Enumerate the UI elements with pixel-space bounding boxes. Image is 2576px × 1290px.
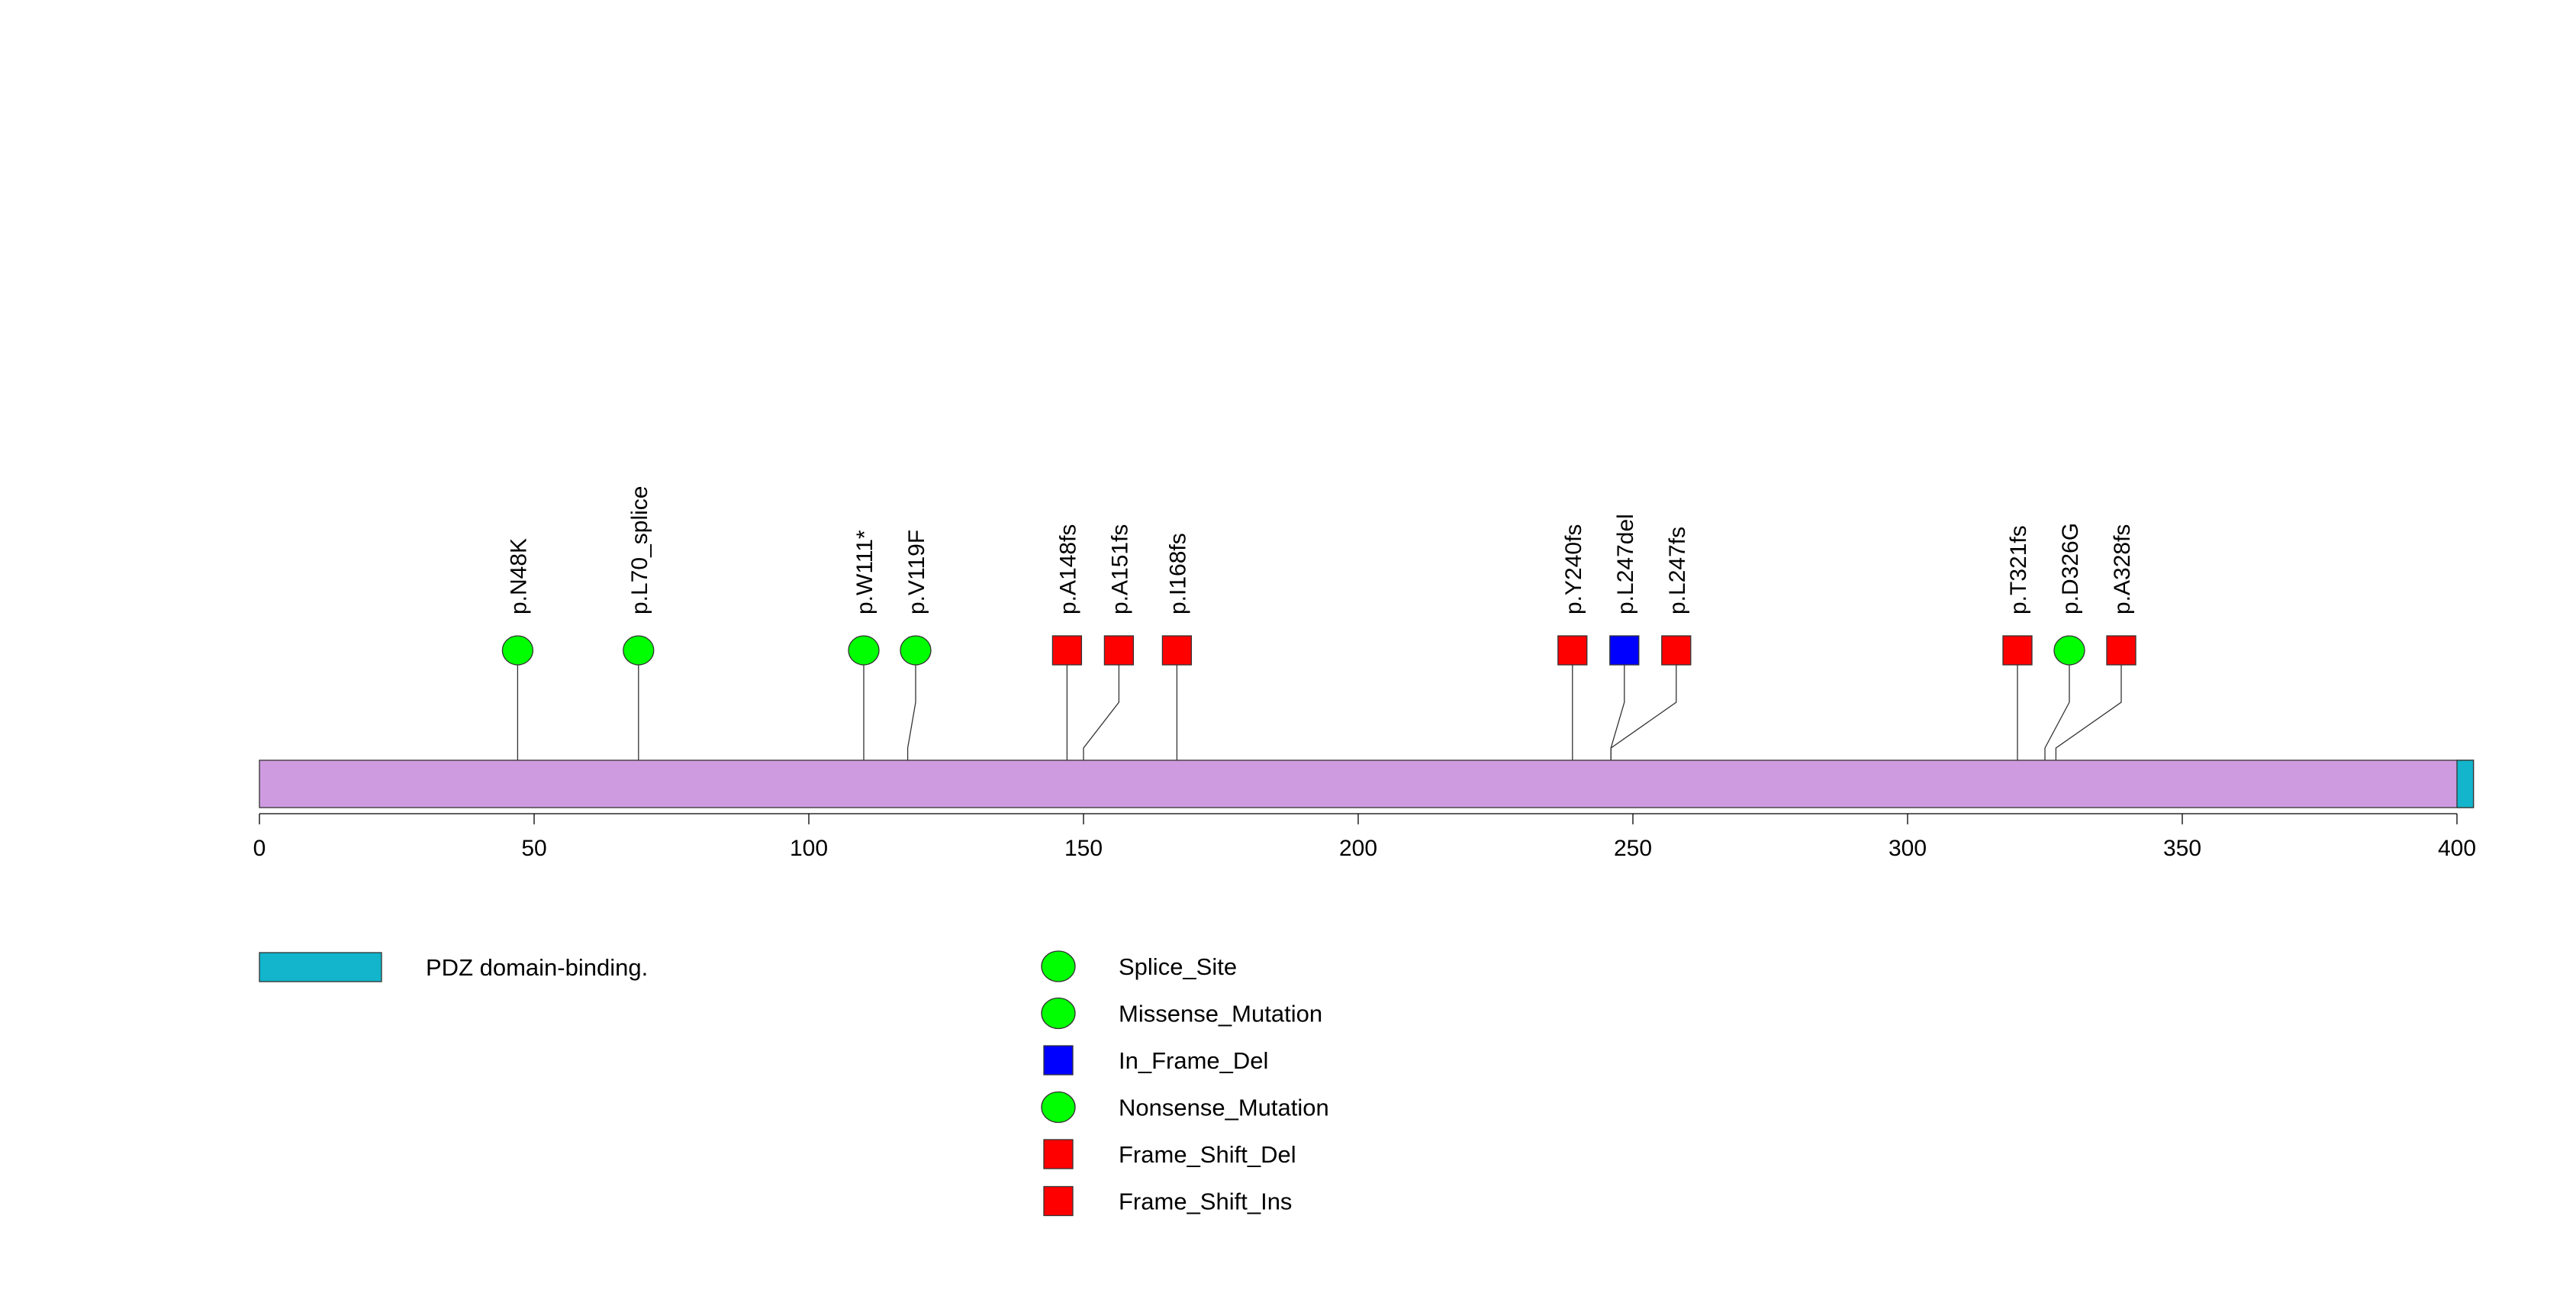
mutation-stem: [906, 650, 916, 760]
mutation-marker-square: [1661, 635, 1692, 666]
mutation-label: p.I168fs: [1165, 533, 1190, 614]
tick-label: 150: [1064, 836, 1103, 861]
legend-type-label: Splice_Site: [1119, 953, 1237, 980]
mutation-type-legend: Splice_Site Missense_Mutation In_Frame_Del…: [1041, 950, 1329, 1217]
mutation-label: p.Y240fs: [1561, 524, 1586, 614]
domain-0: [2456, 759, 2475, 808]
mutation-labels: p.N48K p.L70_splice p.W111* p.V119F p.A148fs…: [506, 486, 2135, 614]
mutation-marker-square: [1161, 635, 1193, 666]
tick-label: 400: [2438, 836, 2476, 861]
mutation-marker-square: [1103, 635, 1135, 666]
tick-label: 0: [253, 836, 266, 861]
mutation-marker-square: [1609, 635, 1640, 666]
legend-swatch-circle: [1041, 950, 1076, 982]
mutation-marker-circle: [900, 635, 932, 666]
legend-swatch-circle: [1041, 1091, 1076, 1124]
tick-label: 250: [1614, 836, 1652, 861]
mutation-label: p.A148fs: [1055, 524, 1080, 614]
mutation-marker-circle: [501, 635, 534, 666]
mutation-marker-square: [1557, 635, 1588, 666]
domain-legend: PDZ domain-binding.: [259, 952, 648, 982]
mutation-label: p.A328fs: [2110, 524, 2135, 614]
mutation-label: p.N48K: [506, 538, 531, 614]
legend-type-label: Frame_Shift_Del: [1119, 1141, 1296, 1168]
legend-swatch-square: [1043, 1185, 1074, 1217]
mutation-marker-circle: [623, 635, 655, 666]
tick-label: 100: [790, 836, 828, 861]
tick-label: 50: [521, 836, 546, 861]
mutation-label: p.L247fs: [1665, 527, 1690, 614]
mutation-label: p.D326G: [2058, 523, 2083, 614]
mutation-stem: [2044, 650, 2070, 760]
legend-type-label: Missense_Mutation: [1119, 1001, 1322, 1027]
mutation-label: p.L70_splice: [627, 486, 652, 614]
legend-type-label: In_Frame_Del: [1119, 1047, 1268, 1074]
legend-type-label: Nonsense_Mutation: [1119, 1095, 1329, 1121]
mutation-marker-square: [2106, 635, 2136, 666]
protein-domains: [2456, 759, 2475, 808]
legend-swatch-circle: [1041, 997, 1076, 1030]
mutation-stem: [2055, 650, 2122, 760]
mutation-markers: [501, 635, 2136, 666]
mutation-marker-circle: [848, 635, 880, 666]
protein-backbone: [259, 759, 2475, 808]
mutation-label: p.W111*: [852, 530, 877, 614]
mutation-label: p.T321fs: [2006, 525, 2031, 614]
tick-label: 350: [2163, 836, 2201, 861]
tick-label: 200: [1339, 836, 1377, 861]
mutation-stem: [1610, 650, 1677, 760]
mutation-label: p.A151fs: [1107, 524, 1132, 614]
mutation-marker-square: [1051, 635, 1083, 666]
mutation-label: p.V119F: [904, 530, 929, 614]
mutation-label: p.L247del: [1613, 514, 1638, 614]
tick-label: 300: [1889, 836, 1927, 861]
legend-type-label: Frame_Shift_Ins: [1119, 1188, 1292, 1215]
legend-domain-label: PDZ domain-binding.: [426, 954, 648, 981]
mutation-stems: [517, 650, 2122, 760]
x-axis: 0 50 100 150 200 250 300 350 400: [253, 813, 2476, 861]
legend-swatch-square: [1043, 1045, 1074, 1076]
legend-swatch-square: [1043, 1139, 1074, 1169]
mutation-marker-circle: [2053, 635, 2085, 666]
mutation-marker-square: [2002, 635, 2033, 666]
mutation-stem: [1083, 650, 1120, 760]
legend-domain-swatch: [259, 952, 382, 982]
